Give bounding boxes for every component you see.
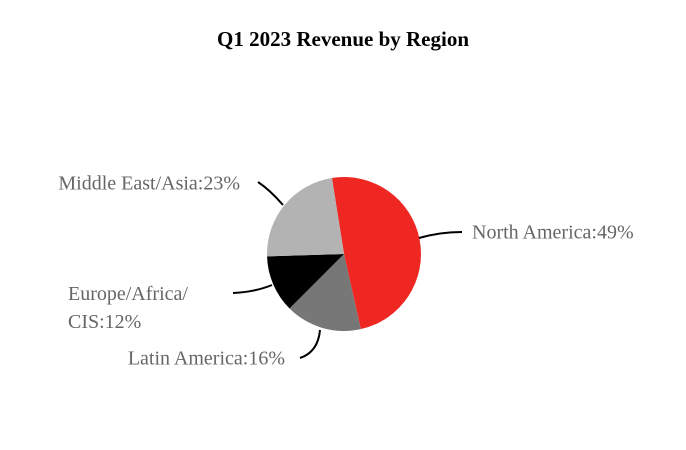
- pie-slice: [331, 176, 422, 330]
- leader-line: [232, 284, 273, 294]
- pie-slice: [267, 254, 344, 309]
- slice-label: North America:49%: [472, 222, 634, 244]
- leader-line: [299, 329, 321, 359]
- slice-label: Middle East/Asia:23%: [58, 173, 240, 195]
- slice-label: Latin America:16%: [128, 348, 285, 370]
- pie-slice: [289, 254, 361, 332]
- leader-line: [257, 181, 284, 206]
- leader-line: [418, 231, 463, 239]
- slice-label: Europe/Africa/CIS:12%: [68, 283, 188, 333]
- chart-title: Q1 2023 Revenue by Region: [217, 27, 469, 51]
- label-line: CIS:12%: [68, 311, 141, 333]
- pie-slice: [267, 177, 344, 257]
- label-line: Europe/Africa/: [68, 283, 188, 305]
